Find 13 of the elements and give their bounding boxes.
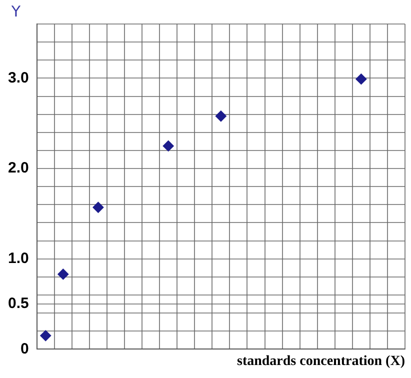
point [162,140,174,152]
point [92,202,104,213]
y-tick-label: 1.0 [8,250,29,268]
y-tick-label: 2.0 [8,160,29,177]
y-tick-label: 0.5 [8,295,29,312]
y-tick-label: 3.0 [8,69,29,86]
y-tick-label: 0 [20,340,29,358]
point [58,268,69,280]
y-axis-title: Y [10,2,22,20]
point [356,74,367,85]
x-axis-title: standards concentration (X) [237,354,406,370]
point [215,110,226,122]
point [40,330,52,342]
